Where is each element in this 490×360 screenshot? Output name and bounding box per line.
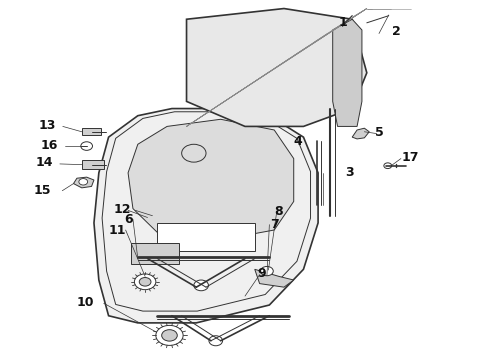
Text: 11: 11	[109, 224, 126, 237]
Text: 2: 2	[392, 25, 400, 38]
Text: 13: 13	[39, 119, 56, 132]
Text: 6: 6	[125, 213, 133, 226]
Text: 5: 5	[375, 126, 383, 139]
Polygon shape	[255, 269, 294, 287]
Text: 9: 9	[258, 267, 267, 280]
Text: 1: 1	[338, 16, 347, 29]
Circle shape	[139, 278, 151, 286]
Circle shape	[261, 266, 273, 276]
Circle shape	[384, 163, 392, 168]
Text: 14: 14	[35, 156, 53, 169]
Text: 10: 10	[77, 296, 95, 309]
Text: 3: 3	[345, 166, 354, 179]
Text: 12: 12	[114, 203, 131, 216]
Polygon shape	[82, 128, 101, 135]
Polygon shape	[128, 119, 294, 241]
Text: 4: 4	[293, 135, 302, 148]
Polygon shape	[82, 160, 104, 169]
Circle shape	[156, 325, 183, 345]
Text: 7: 7	[270, 218, 279, 231]
Text: 16: 16	[41, 139, 58, 152]
Polygon shape	[157, 223, 255, 251]
Circle shape	[209, 336, 222, 346]
Circle shape	[194, 280, 208, 291]
Polygon shape	[333, 19, 362, 126]
Circle shape	[79, 179, 88, 185]
Text: 17: 17	[402, 151, 419, 165]
Circle shape	[162, 330, 177, 341]
Polygon shape	[74, 177, 94, 188]
Text: 15: 15	[34, 184, 51, 197]
Polygon shape	[94, 109, 318, 323]
Circle shape	[81, 142, 93, 150]
Circle shape	[134, 274, 156, 290]
Polygon shape	[187, 9, 367, 126]
FancyBboxPatch shape	[130, 243, 179, 264]
Text: 8: 8	[274, 205, 282, 218]
Polygon shape	[352, 128, 369, 139]
